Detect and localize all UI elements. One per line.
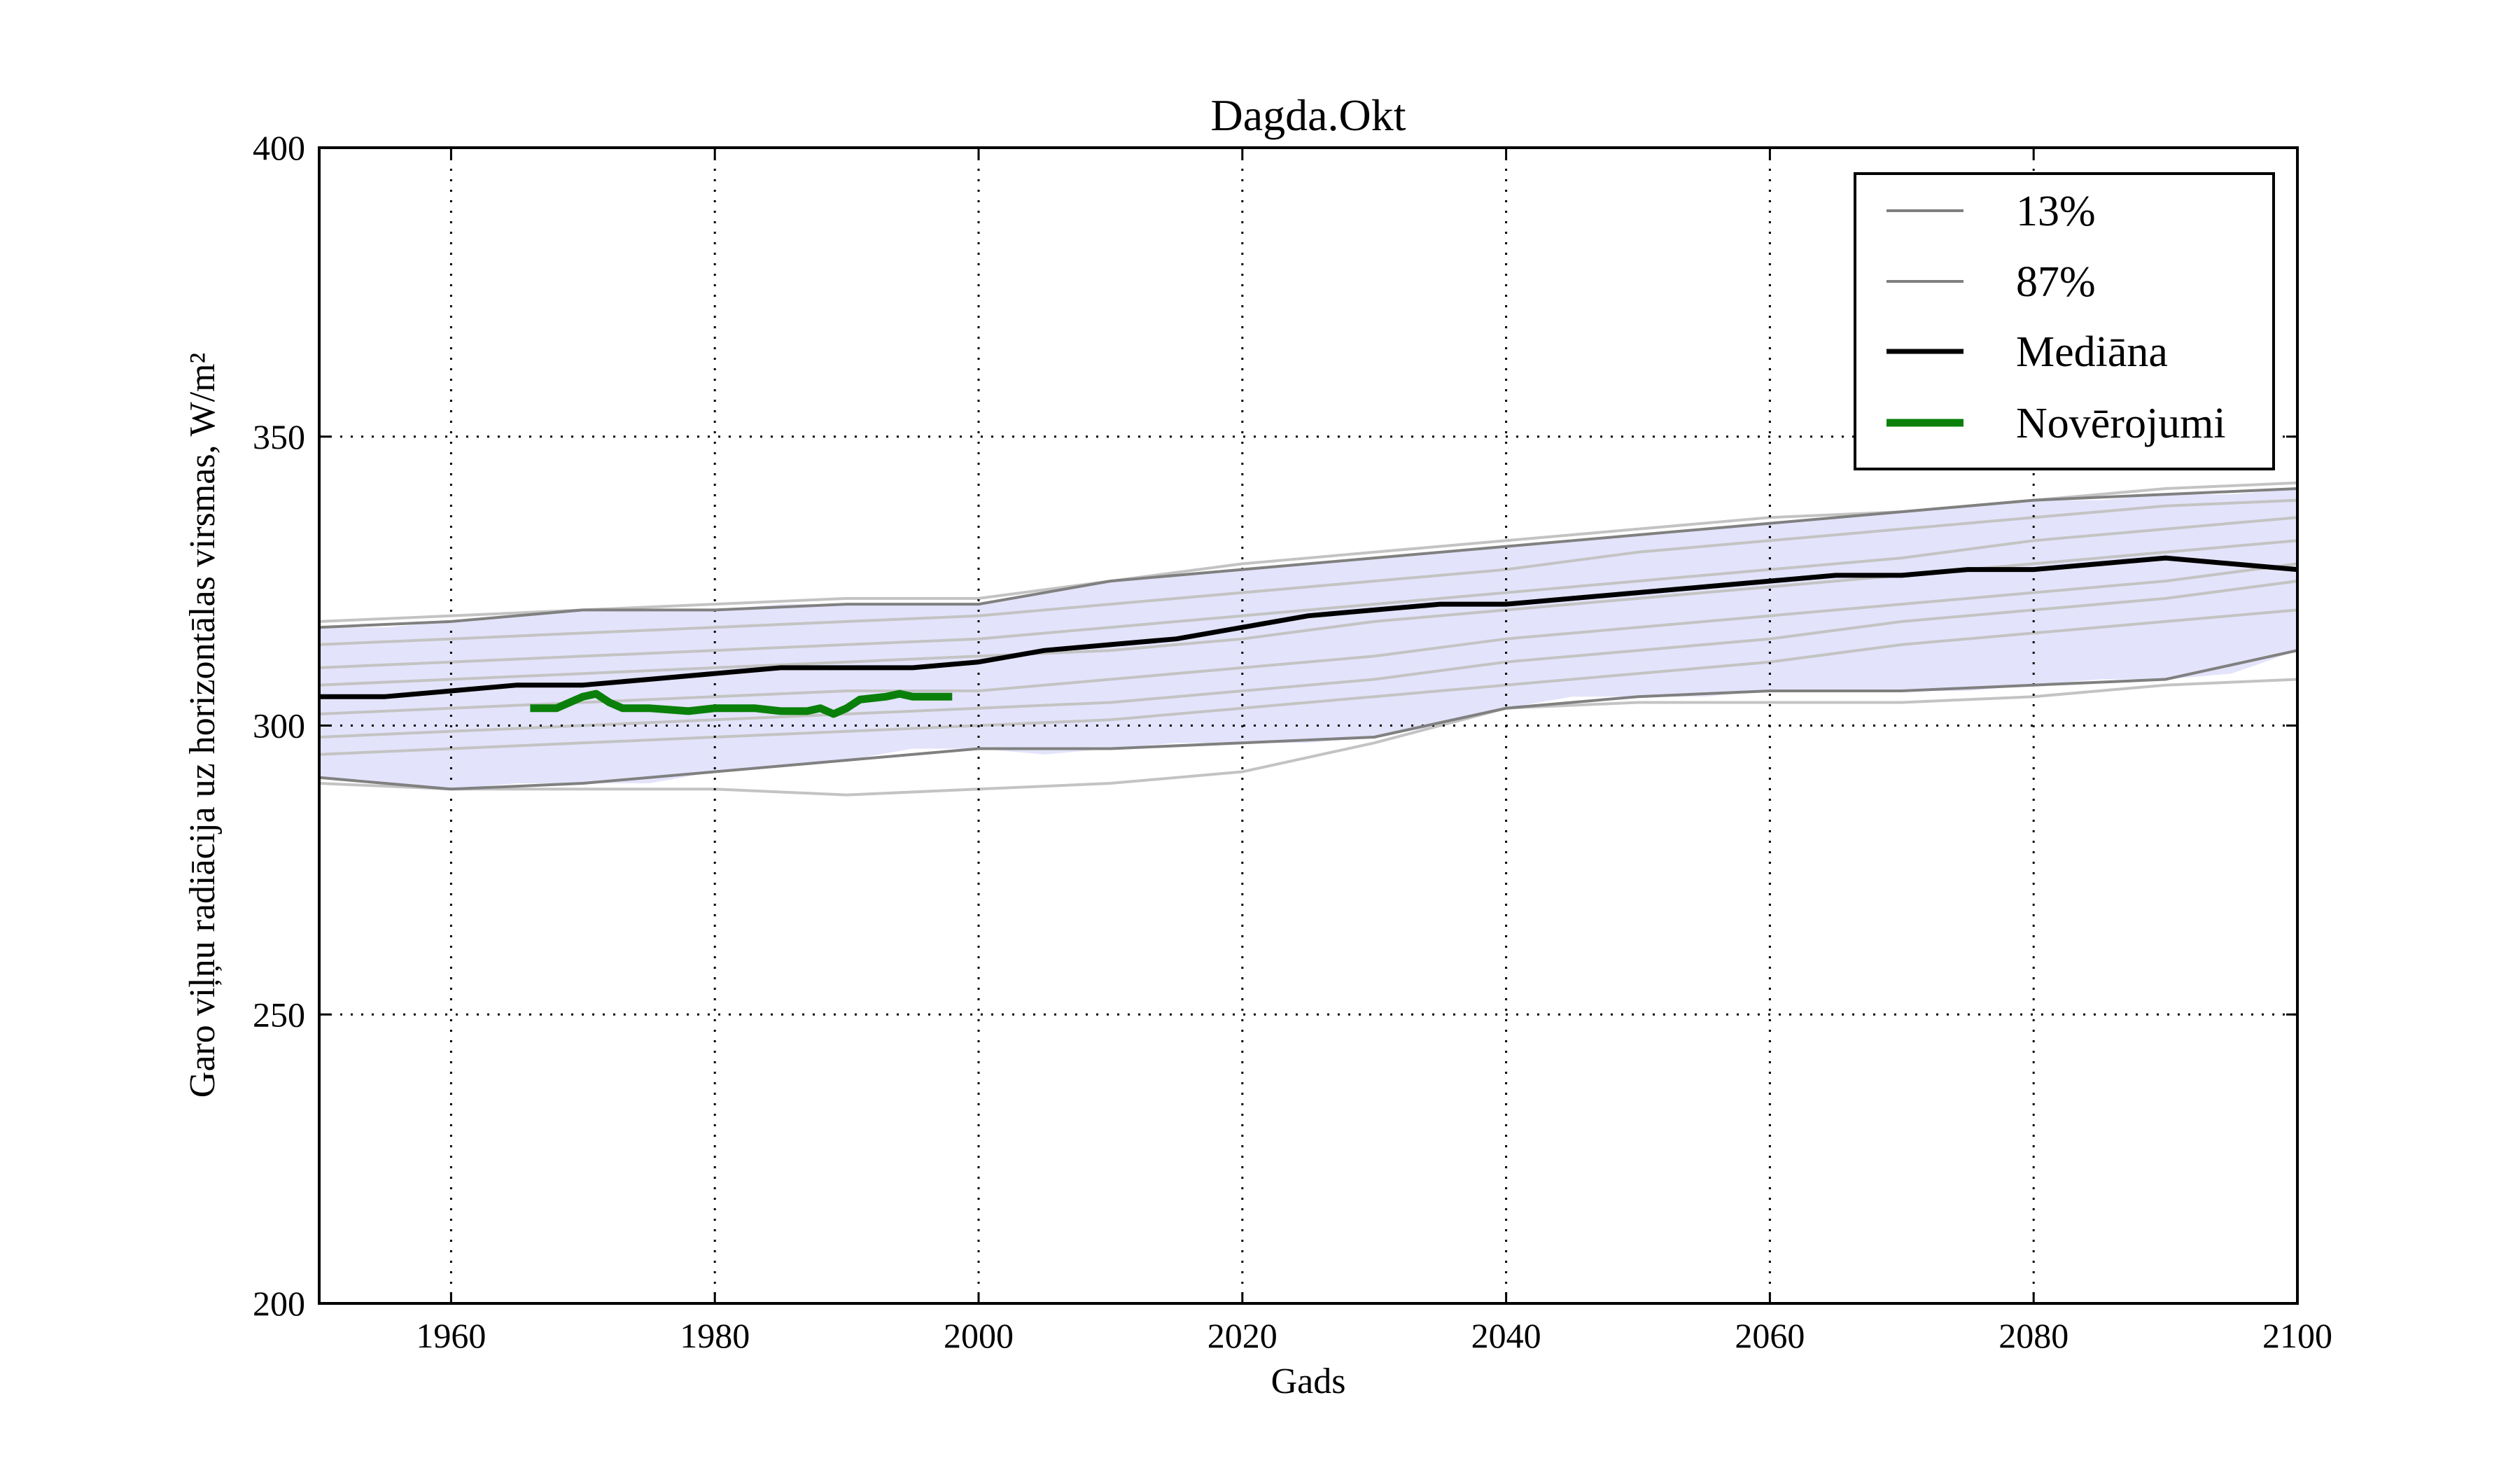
x-tick-label-2040: 2040: [1471, 1316, 1541, 1355]
chart-title: Dagda.Okt: [1210, 90, 1406, 140]
y-tick-label-350: 350: [253, 417, 305, 456]
ensemble-line-6: [318, 580, 2298, 738]
x-tick-label-2080: 2080: [1998, 1316, 2068, 1355]
y-tick-label-300: 300: [253, 706, 305, 746]
legend-label-observations: Novērojumi: [2016, 400, 2226, 447]
median-line: [319, 555, 2298, 699]
x-tick-label-2100: 2100: [2262, 1316, 2332, 1355]
series-lines: [318, 487, 2298, 791]
x-tick-label-2020: 2020: [1208, 1316, 1278, 1355]
y-tick-label-250: 250: [253, 995, 305, 1034]
ensemble-line-5: [318, 562, 2298, 715]
x-tick-label-1980: 1980: [680, 1316, 750, 1355]
legend-label-13: 13%: [2016, 188, 2096, 235]
ensemble-lines: [318, 481, 2298, 797]
legend: 13% 87% Mediāna Novērojumi: [1854, 172, 2275, 470]
percentile-13-line: [318, 649, 2298, 791]
legend-label-median: Mediāna: [2016, 328, 2168, 376]
y-tick-label-400: 400: [253, 128, 305, 167]
axis-ticks: 1960 1980 2000 2020 2040 2060 2080 2100 200 250 30…: [253, 128, 2332, 1355]
x-axis-label: Gads: [1271, 1362, 1346, 1401]
observations-line: [530, 690, 953, 718]
ensemble-line-3: [318, 516, 2298, 669]
legend-label-87: 87%: [2016, 258, 2096, 306]
y-axis-label: Garo viļņu radiācija uz horizontālas vir…: [183, 353, 223, 1098]
percentile-band: [319, 489, 2297, 790]
ensemble-line-8: [318, 678, 2298, 797]
x-tick-label-2060: 2060: [1735, 1316, 1805, 1355]
ensemble-line-7: [318, 608, 2298, 756]
band-area: [319, 489, 2297, 790]
x-tick-label-2000: 2000: [944, 1316, 1014, 1355]
x-tick-label-1960: 1960: [416, 1316, 486, 1355]
ensemble-line-2: [318, 498, 2298, 646]
percentile-87-line: [318, 487, 2298, 629]
y-tick-label-200: 200: [253, 1284, 305, 1323]
